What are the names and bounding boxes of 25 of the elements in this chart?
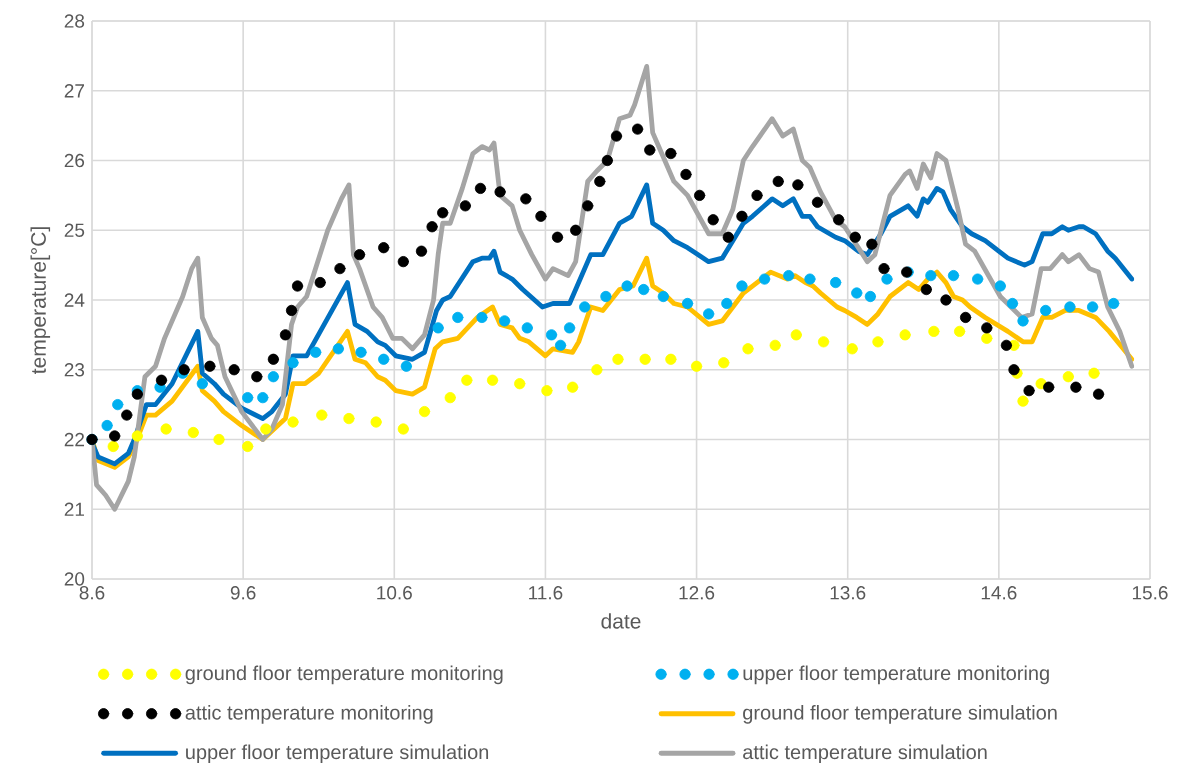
x-tick-label: 13.6 [830, 586, 866, 600]
x-tick-label: 10.6 [377, 586, 412, 600]
y-tick-label: 21 [64, 502, 84, 516]
legend-label: attic temperature monitoring [185, 705, 433, 724]
legend-label: ground floor temperature simulation [743, 705, 1057, 724]
legend-label: ground floor temperature monitoring [185, 665, 503, 685]
x-tick-label: 11.6 [529, 586, 563, 600]
y-tick-label: 28 [64, 14, 85, 28]
x-tick-label: 9.6 [230, 586, 256, 600]
y-tick-label: 27 [64, 84, 84, 98]
y-axis-title: temperature[°C] [30, 227, 51, 374]
legend-label: upper floor temperature monitoring [743, 665, 1049, 685]
y-tick-label: 26 [64, 153, 85, 168]
legend-label: attic temperature simulation [743, 744, 987, 764]
y-tick-label: 20 [64, 572, 85, 586]
legend-label: upper floor temperature simulation [186, 744, 489, 764]
x-tick-label: 15.6 [1132, 586, 1168, 600]
x-tick-label: 14.6 [981, 586, 1017, 600]
x-axis-title: date [601, 613, 641, 629]
y-tick-label: 22 [64, 432, 84, 447]
x-tick-label: 8.6 [79, 586, 105, 600]
y-tick-label: 23 [64, 363, 85, 377]
y-tick-label: 24 [64, 293, 85, 307]
x-tick-label: 12.6 [679, 586, 715, 600]
y-tick-label: 25 [64, 223, 85, 237]
